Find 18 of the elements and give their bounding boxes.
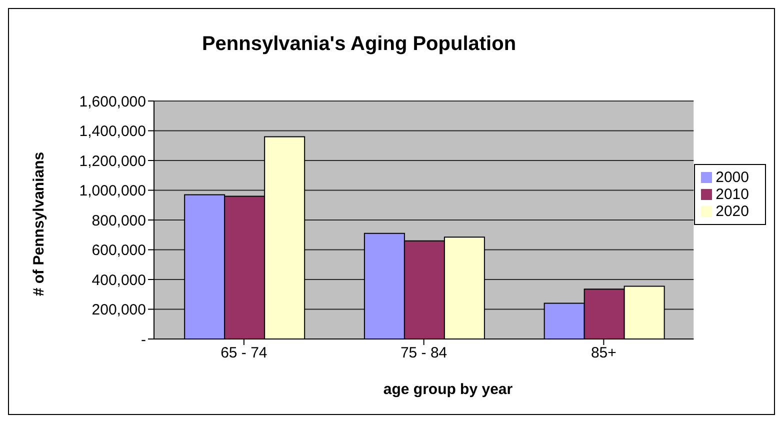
y-tick-label: - xyxy=(141,331,146,348)
chart-title: Pennsylvania's Aging Population xyxy=(200,33,518,56)
y-axis-title: # of Pennsylvanians xyxy=(30,152,48,296)
y-tick-label: 1,200,000 xyxy=(79,152,146,170)
x-axis-title: age group by year xyxy=(382,381,514,398)
legend-label: 2000 xyxy=(716,168,749,186)
y-tick-label: 1,000,000 xyxy=(79,182,146,200)
y-tick-label: 400,000 xyxy=(92,272,146,289)
y-tick-label: 800,000 xyxy=(92,212,146,230)
x-tick-label: 65 - 74 xyxy=(220,344,268,362)
y-tick-label: 600,000 xyxy=(92,242,146,260)
legend-label: 2010 xyxy=(716,186,749,202)
x-tick-label: 75 - 84 xyxy=(400,344,448,362)
y-tick-label: 1,600,000 xyxy=(79,93,146,110)
x-tick-label: 85+ xyxy=(590,344,617,362)
y-tick-label: 1,400,000 xyxy=(79,123,146,140)
legend-label: 2020 xyxy=(716,202,749,220)
y-tick-label: 200,000 xyxy=(92,302,146,319)
